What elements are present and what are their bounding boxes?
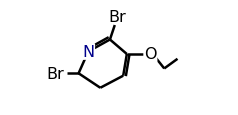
Text: O: O <box>144 47 157 62</box>
Text: Br: Br <box>47 66 64 81</box>
Text: Br: Br <box>108 10 126 25</box>
Text: N: N <box>82 45 94 60</box>
